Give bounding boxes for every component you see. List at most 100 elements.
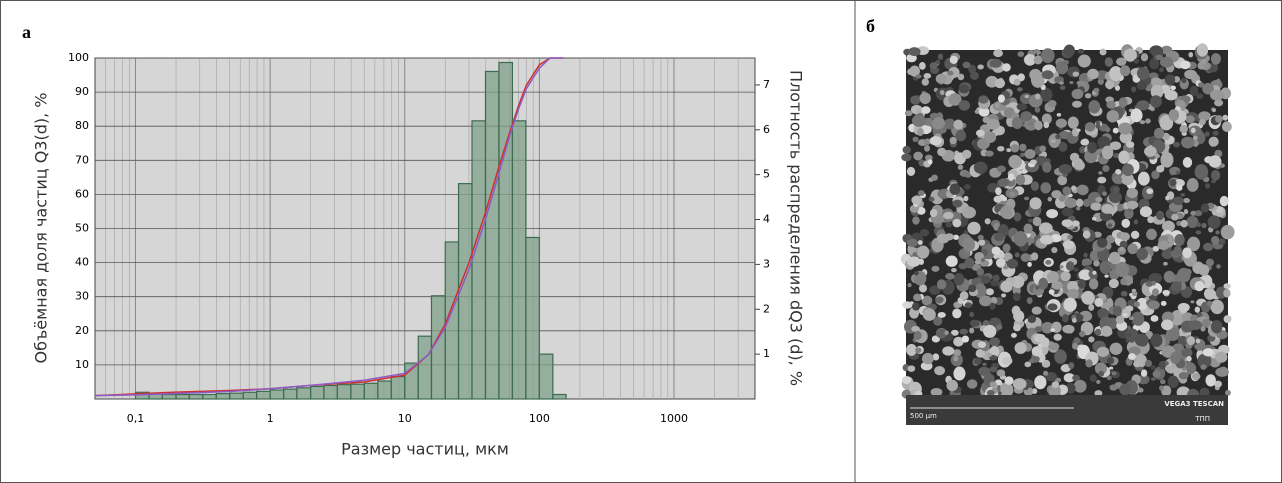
grain [1168,367,1175,374]
grain [1205,374,1216,387]
grain [1013,78,1021,86]
grain [1096,379,1101,384]
grain [1023,223,1033,234]
grain [1049,384,1061,397]
grain [1127,208,1133,213]
grain [952,199,963,208]
grain [932,353,940,361]
instrument-label: VEGA3 TESCAN [1164,400,1224,408]
grain [1126,187,1138,199]
grain [1198,111,1211,121]
grain [947,70,954,76]
grain [1096,237,1108,248]
grain [1170,352,1181,364]
histogram-bar [242,391,258,400]
histogram-bar [471,120,487,400]
grain [1208,155,1222,168]
grain [1029,68,1042,81]
grain [978,107,990,117]
x-tick-label: 0,1 [127,412,145,425]
grain [949,55,958,65]
grain [1119,240,1128,249]
grain [1217,238,1226,246]
grain [1183,209,1189,215]
grain [952,218,962,228]
grain [1131,86,1137,93]
grain [1136,67,1150,80]
grain [1106,100,1116,109]
grain [1112,127,1119,134]
histogram-bar [256,390,271,400]
grain [1029,197,1042,210]
grain [1120,172,1134,186]
grain [912,136,919,142]
grain [979,295,992,307]
grain [1061,219,1073,228]
grain [980,258,986,263]
grain [1010,332,1017,338]
grain [1130,108,1143,123]
grain [1092,270,1097,275]
y2-tick-label: 1 [763,347,770,360]
grain [966,379,978,389]
grain [1001,356,1013,366]
grain [1186,355,1192,362]
y2-tick-label: 4 [763,213,770,226]
grain [995,258,1006,268]
grain [932,117,946,130]
grain [1054,349,1067,364]
grain [1133,219,1139,225]
grain [1039,234,1054,245]
grain [1028,358,1035,364]
grain [1089,374,1097,382]
grain [1147,216,1155,224]
grain [1061,314,1069,323]
grain [1149,57,1160,70]
grain [942,211,954,220]
grain [1064,197,1078,208]
grain [1108,278,1119,289]
grain [1073,337,1081,344]
grain [1062,240,1075,249]
grain [939,89,945,96]
grain [1180,219,1188,228]
grain [1214,99,1224,107]
histogram-bar [283,388,298,400]
grain [1082,230,1091,239]
grain [977,64,984,70]
grain [917,206,926,215]
grain [1090,202,1102,211]
grain [1150,333,1163,348]
grain [1024,94,1030,99]
grain [1031,388,1038,394]
grain [945,273,955,280]
histogram-bar [336,384,352,400]
grain [977,234,984,241]
grain [1152,370,1161,378]
grain [1000,280,1013,293]
grain [1063,373,1075,383]
grain [1132,290,1138,297]
grain [1158,360,1166,370]
grain [1058,81,1064,85]
grain [1073,267,1079,272]
grain [1040,48,1055,64]
grain [1128,353,1136,360]
grain [1010,144,1020,153]
grain [1039,145,1047,153]
grain [1008,261,1015,266]
grain [944,330,949,336]
grain [1053,333,1062,341]
grain [1026,297,1033,305]
grain [929,208,938,218]
grain [1027,315,1037,324]
grain [950,329,959,336]
grain [1186,215,1199,229]
grain [1111,371,1117,376]
grain [937,147,947,157]
grain [930,387,943,397]
grain [909,65,920,77]
grain [964,257,975,269]
grain [1009,191,1016,197]
grain [1043,121,1050,129]
